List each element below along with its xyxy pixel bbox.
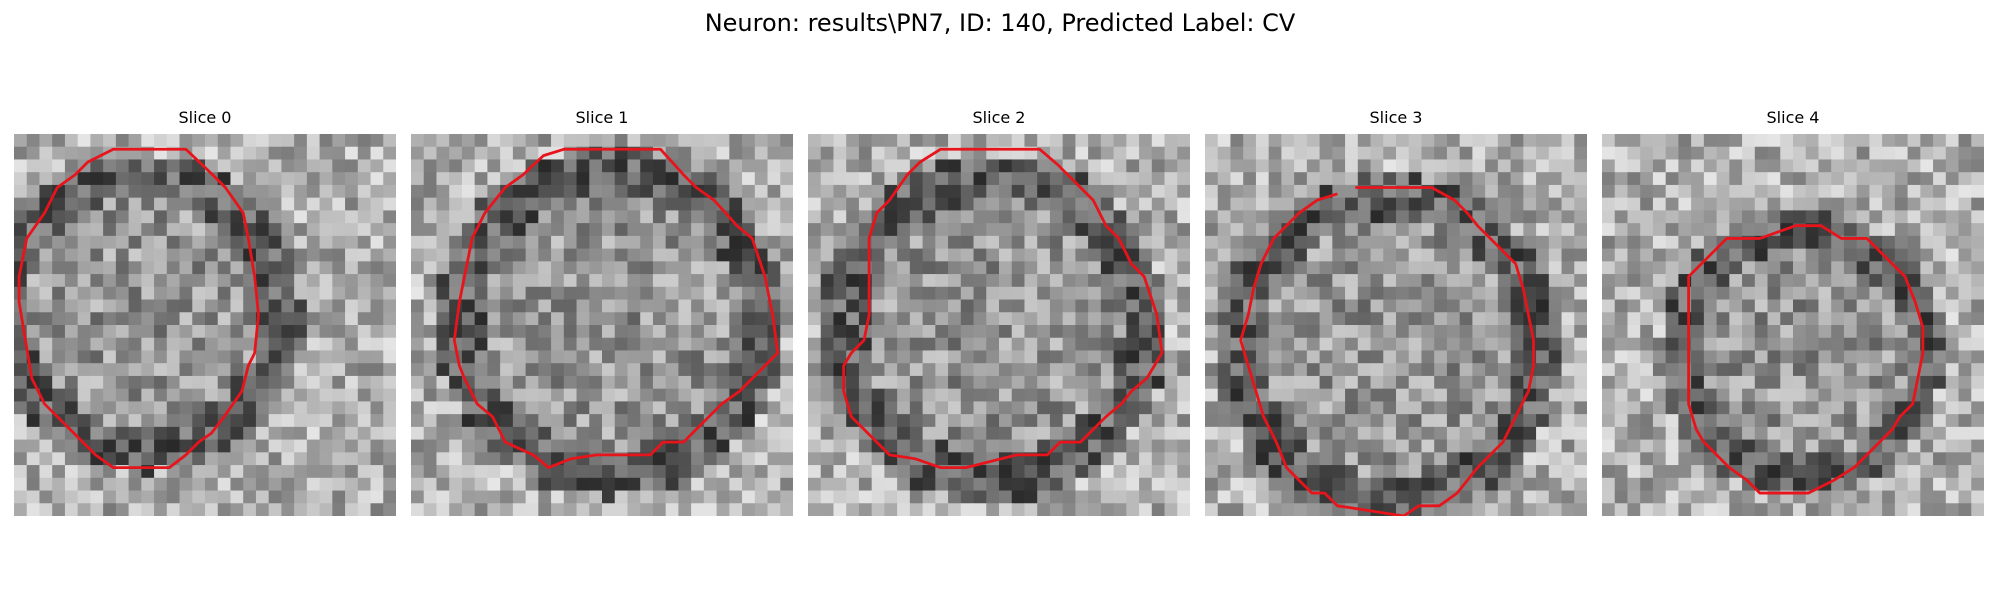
contour-line-2 (842, 147, 1164, 470)
slice-panel-3: Slice 3 (1205, 108, 1587, 516)
slice-image-4 (1602, 134, 1984, 516)
slice-title-0: Slice 0 (178, 108, 232, 127)
slice-title-3: Slice 3 (1369, 108, 1423, 127)
slice-panel-0: Slice 0 (14, 108, 396, 516)
slice-title-2: Slice 2 (972, 108, 1026, 127)
slice-panel-2: Slice 2 (808, 108, 1190, 516)
contour-line-3 (1239, 186, 1535, 516)
grayscale-image-0 (14, 134, 396, 516)
grayscale-image-3 (1205, 134, 1587, 516)
contour-line-1 (452, 147, 780, 470)
grayscale-image-2 (808, 134, 1190, 516)
slice-image-3 (1205, 134, 1587, 516)
contour-line-4 (1687, 224, 1925, 495)
figure-title: Neuron: results\PN7, ID: 140, Predicted … (704, 9, 1296, 37)
slice-title-1: Slice 1 (575, 108, 629, 127)
slice-image-2 (808, 134, 1190, 516)
slice-image-0 (14, 134, 396, 516)
contour-line-0 (17, 147, 260, 470)
grayscale-image-4 (1602, 134, 1984, 516)
slice-title-4: Slice 4 (1766, 108, 1820, 127)
slice-panel-1: Slice 1 (411, 108, 793, 516)
slice-panel-4: Slice 4 (1602, 108, 1984, 516)
slice-image-1 (411, 134, 793, 516)
grayscale-image-1 (411, 134, 793, 516)
